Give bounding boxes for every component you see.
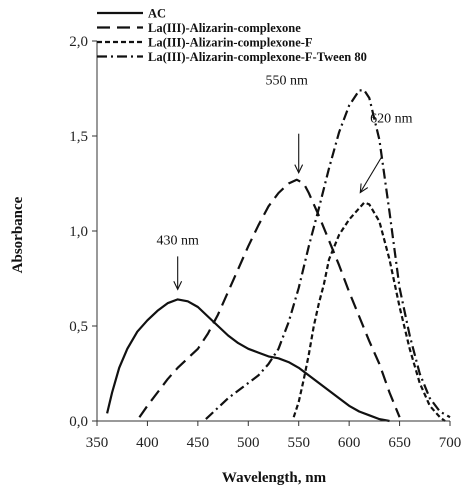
series-line-3 <box>292 201 446 422</box>
annotations: 430 nm 550 nm 620 nm <box>156 74 413 291</box>
x-tick-label: 350 <box>86 435 109 451</box>
legend-label: La(III)-Alizarin-complexone-F <box>148 36 313 50</box>
x-tick-label: 450 <box>187 435 210 451</box>
series-line-4 <box>205 89 451 420</box>
x-tick-label: 600 <box>338 435 361 451</box>
legend-label: AC <box>148 7 166 21</box>
annotation-label: 430 nm <box>156 233 199 248</box>
annotation-arrowhead <box>173 281 183 291</box>
x-tick-label: 550 <box>287 435 310 451</box>
annotation-arrowhead <box>359 183 369 194</box>
x-tick-label: 500 <box>237 435 260 451</box>
y-tick-label: 0,0 <box>69 414 88 430</box>
annotation-arrowhead <box>294 164 304 174</box>
y-tick-label: 1,0 <box>69 224 88 240</box>
legend-label: La(III)-Alizarin-complexone-F-Tween 80 <box>148 50 367 64</box>
x-axis-title: Wavelength, nm <box>222 470 327 486</box>
x-tick-label: 700 <box>439 435 462 451</box>
y-tick-label: 0,5 <box>69 319 88 335</box>
y-tick-label: 1,5 <box>69 129 88 145</box>
x-tick-label: 400 <box>136 435 159 451</box>
x-tick-label: 650 <box>388 435 411 451</box>
annotation-arrow <box>359 157 382 193</box>
series-line-2 <box>138 178 401 418</box>
series-layer <box>106 89 451 423</box>
y-tick-label: 2,0 <box>69 34 88 50</box>
series-line-1 <box>106 298 390 423</box>
annotation-label: 620 nm <box>370 112 413 127</box>
legend: ACLa(III)-Alizarin-complexoneLa(III)-Ali… <box>97 7 367 64</box>
annotation-label: 550 nm <box>266 74 309 89</box>
legend-label: La(III)-Alizarin-complexone <box>148 21 301 35</box>
y-axis-title: Absorbance <box>10 196 26 273</box>
ticks-layer: 350 400 450 500 550 600 650 700 0,0 0,5 1,0 1,5 2,0 <box>69 34 461 451</box>
